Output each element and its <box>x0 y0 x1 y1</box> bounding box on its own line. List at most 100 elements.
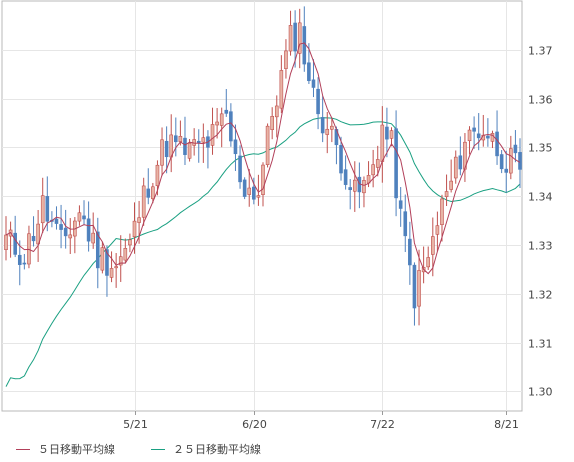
candle-body <box>219 113 224 126</box>
candle-body <box>229 111 233 142</box>
candle <box>54 206 59 230</box>
candle-body <box>352 179 357 192</box>
candle <box>371 149 375 188</box>
candle-body <box>288 25 293 52</box>
candle-body <box>86 218 91 242</box>
candle-body <box>164 140 169 158</box>
candle <box>256 174 261 206</box>
candle <box>449 159 453 193</box>
candle <box>63 209 68 249</box>
candle-body <box>458 155 463 170</box>
candle <box>385 107 389 158</box>
candle-body <box>385 126 389 140</box>
candle-body <box>45 196 50 222</box>
candle-body <box>210 124 215 146</box>
candle <box>408 221 412 285</box>
candle-body <box>444 191 449 197</box>
candle-body <box>123 248 128 261</box>
candle-body <box>233 139 238 155</box>
candle-body <box>467 129 472 142</box>
candle-body <box>256 195 261 198</box>
legend-swatch-ma25 <box>151 448 165 450</box>
candle-body <box>435 225 440 235</box>
legend-item-ma25: ２５日移動平均線 <box>151 441 261 457</box>
candle-body <box>509 148 513 174</box>
candle <box>518 138 522 188</box>
candle <box>467 126 472 155</box>
candle <box>486 118 490 147</box>
candle <box>123 238 128 264</box>
candle <box>509 135 513 180</box>
candle-body <box>293 22 297 52</box>
candle <box>261 162 265 207</box>
candle-body <box>311 79 316 88</box>
candle-body <box>394 128 398 199</box>
candle-body <box>95 231 100 269</box>
candle-body <box>307 62 311 82</box>
candle-body <box>449 180 453 190</box>
candle <box>325 111 330 154</box>
y-tick-label: 1.33 <box>528 240 553 253</box>
candle-body <box>297 22 302 54</box>
candle <box>339 136 343 181</box>
y-tick-label: 1.34 <box>528 191 553 204</box>
candle-body <box>431 236 435 255</box>
ma25-line <box>5 117 521 387</box>
candle <box>164 126 169 174</box>
candle <box>160 127 164 177</box>
candle-body <box>109 268 114 278</box>
candle <box>86 201 91 252</box>
candle-body <box>91 232 95 244</box>
candle <box>77 205 82 226</box>
candle-body <box>499 154 504 170</box>
candle-body <box>362 180 366 194</box>
candle <box>270 107 274 140</box>
candle <box>247 169 252 207</box>
candle-body <box>128 239 132 246</box>
candle-body <box>412 264 417 309</box>
candle <box>435 211 440 252</box>
candle-body <box>486 135 490 139</box>
candle-body <box>302 26 307 65</box>
candle <box>128 233 132 253</box>
candle-body <box>4 234 8 250</box>
candle <box>375 145 380 177</box>
candle <box>472 116 476 149</box>
candle-body <box>114 266 118 269</box>
candle <box>398 187 403 227</box>
legend-label-ma5: ５日移動平均線 <box>38 443 115 456</box>
candle <box>504 150 509 193</box>
candle-body <box>137 217 141 223</box>
candle <box>215 108 219 139</box>
candle-body <box>265 125 270 165</box>
x-tick-label: 5/21 <box>123 418 148 431</box>
candle-body <box>504 168 509 173</box>
x-tick-label: 7/22 <box>370 418 395 431</box>
candle-body <box>476 133 481 139</box>
candle <box>224 89 229 117</box>
candle <box>499 149 504 174</box>
candle <box>17 240 22 286</box>
candle-body <box>380 124 385 162</box>
candle-body <box>252 186 256 200</box>
ma25-layer <box>5 117 521 387</box>
candle <box>330 117 334 143</box>
candle <box>229 103 233 147</box>
candle <box>348 179 352 210</box>
candle <box>13 215 17 258</box>
candle-body <box>518 152 522 170</box>
candle-body <box>472 127 476 132</box>
candle-body <box>105 249 109 276</box>
candle-body <box>63 227 68 237</box>
candle-body <box>398 200 403 209</box>
candle <box>394 110 398 217</box>
candle <box>233 124 238 171</box>
x-tick-label: 8/21 <box>494 418 519 431</box>
candle <box>284 39 288 79</box>
candle <box>40 177 45 233</box>
candle-body <box>183 137 187 155</box>
candle <box>118 235 123 282</box>
candle-layer <box>4 6 522 326</box>
candle-body <box>279 70 284 109</box>
